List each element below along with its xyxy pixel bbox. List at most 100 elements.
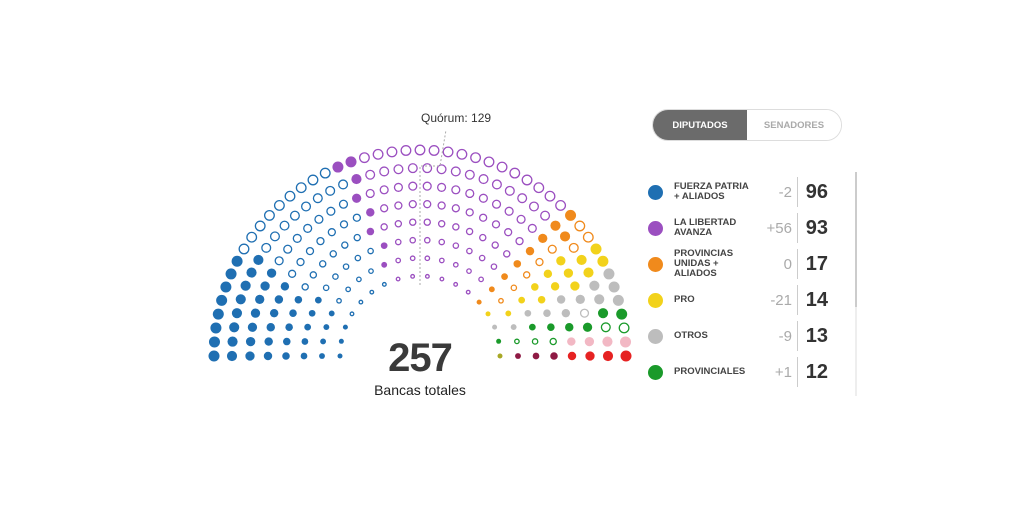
- seat-dot: [319, 167, 331, 179]
- seat-dot: [513, 260, 522, 268]
- seat-dot: [521, 174, 533, 186]
- seat-dot: [319, 353, 325, 359]
- legend-item[interactable]: PRO -21 14: [648, 282, 838, 318]
- seat-dot: [301, 338, 309, 345]
- seat-dot: [583, 267, 594, 278]
- seat-dot: [212, 308, 224, 320]
- seat-dot: [524, 309, 532, 317]
- party-diff: -2: [778, 183, 792, 201]
- seat-dot: [358, 152, 370, 164]
- tab-diputados[interactable]: DIPUTADOS: [653, 110, 747, 140]
- seat-dot: [525, 246, 535, 256]
- party-color-dot: [648, 364, 663, 380]
- seat-dot: [533, 182, 545, 194]
- seat-dot: [318, 260, 327, 268]
- party-diff: -21: [770, 291, 792, 309]
- seat-dot: [437, 201, 446, 210]
- seat-dot: [308, 309, 316, 317]
- seat-dot: [247, 322, 258, 332]
- legend-item[interactable]: LA LIBERTAD AVANZA +56 93: [648, 210, 838, 246]
- seat-dot: [269, 308, 279, 318]
- seat-dot: [229, 322, 240, 333]
- total-seats: 257: [388, 336, 453, 380]
- seat-dot: [585, 351, 595, 361]
- seat-dot: [464, 169, 475, 180]
- seat-dot: [208, 336, 220, 348]
- seat-dot: [210, 322, 222, 334]
- legend-scrollbar[interactable]: [855, 172, 857, 396]
- seat-dot: [612, 294, 624, 306]
- seat-dot: [452, 242, 460, 249]
- seat-dot: [568, 242, 579, 253]
- party-diff: +1: [774, 363, 792, 381]
- seat-dot: [556, 256, 566, 266]
- seat-dot: [470, 152, 482, 164]
- seat-dot: [353, 233, 361, 242]
- seat-dot: [285, 323, 293, 331]
- seat-dot: [231, 308, 243, 319]
- seat-dot: [264, 337, 273, 346]
- seat-dot: [380, 223, 388, 231]
- seat-dot: [423, 200, 432, 209]
- tab-senadores[interactable]: SENADORES: [747, 110, 841, 140]
- seat-dot: [280, 282, 290, 291]
- seat-dot: [550, 282, 560, 291]
- seat-dot: [379, 185, 389, 195]
- seat-dot: [555, 199, 567, 211]
- seat-dot: [567, 351, 577, 361]
- seat-dot: [509, 167, 521, 179]
- total-seats-label: Bancas totales: [374, 382, 466, 398]
- seat-dot: [301, 201, 312, 212]
- legend-item[interactable]: PROVINCIAS UNIDAS + ALIADOS 0 17: [648, 246, 838, 282]
- seat-dot: [504, 228, 513, 237]
- seat-dot: [380, 242, 388, 250]
- seat-dot: [394, 201, 403, 210]
- seat-dot: [528, 201, 539, 212]
- seat-dot: [442, 146, 454, 158]
- seat-dot: [351, 173, 362, 185]
- seat-dot: [261, 242, 272, 253]
- legend-item[interactable]: PROVINCIALES +1 12: [648, 354, 838, 390]
- seat-dot: [312, 193, 323, 204]
- seat-dot: [438, 257, 445, 264]
- seat-dot: [465, 188, 475, 199]
- seat-dot: [496, 338, 502, 344]
- seat-dot: [608, 281, 620, 293]
- seat-dot: [450, 166, 461, 177]
- seat-dot: [488, 286, 495, 293]
- seat-dot: [453, 281, 459, 287]
- seat-dot: [305, 246, 315, 256]
- seat-dot: [368, 268, 374, 275]
- party-color-dot: [648, 220, 663, 236]
- seat-dot: [332, 161, 344, 173]
- seat-dot: [563, 268, 574, 278]
- seat-dot: [576, 254, 587, 265]
- seat-dot: [250, 308, 261, 318]
- seat-dot: [338, 199, 349, 209]
- seat-dot: [497, 353, 503, 359]
- divider: [797, 321, 798, 351]
- party-seats: 93: [805, 216, 828, 239]
- seat-dot: [543, 269, 553, 279]
- seat-dot: [381, 261, 388, 268]
- legend-item[interactable]: OTROS -9 13: [648, 318, 838, 354]
- seat-dot: [354, 254, 362, 262]
- seat-dot: [358, 299, 364, 305]
- seat-dot: [582, 322, 593, 332]
- seat-dot: [478, 254, 486, 262]
- seat-dot: [283, 244, 293, 254]
- seat-dot: [337, 353, 343, 359]
- quorum-label: Quórum: 129: [421, 111, 492, 125]
- seat-dot: [409, 218, 417, 226]
- scrollbar-thumb[interactable]: [855, 172, 857, 307]
- seat-dot: [289, 210, 300, 221]
- seat-dot: [501, 273, 508, 280]
- seat-dot: [535, 257, 544, 267]
- seat-dot: [408, 200, 417, 209]
- party-diff: 0: [783, 255, 792, 273]
- seat-dot: [544, 190, 556, 202]
- seat-dot: [266, 268, 277, 278]
- seat-dot: [379, 166, 390, 177]
- seat-dot: [216, 294, 228, 306]
- legend-item[interactable]: FUERZA PATRIA + ALIADOS -2 96: [648, 174, 838, 210]
